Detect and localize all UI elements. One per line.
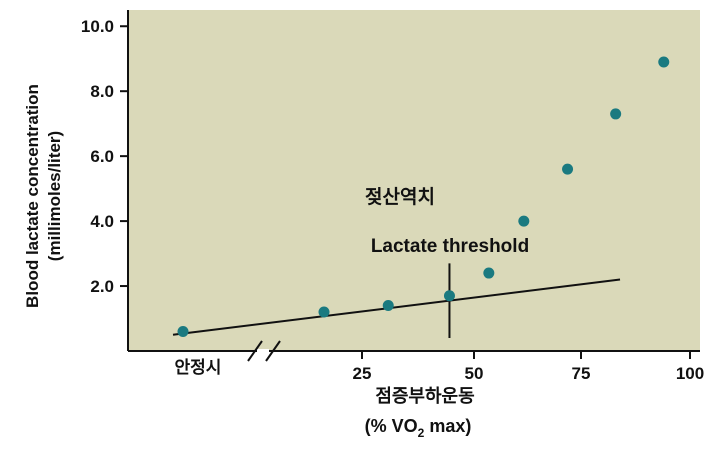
plot-area xyxy=(128,10,700,351)
axis-break-slash xyxy=(247,340,263,362)
x-axis-title-sub: O xyxy=(404,416,418,436)
y-axis-title-line1: Blood lactate concentration xyxy=(23,84,42,308)
x-tick-label: 50 xyxy=(465,364,484,383)
y-tick-label: 4.0 xyxy=(90,212,114,231)
data-point xyxy=(658,56,670,68)
y-tick-label: 6.0 xyxy=(90,147,114,166)
data-point xyxy=(610,108,622,120)
x-tick-label: 75 xyxy=(572,364,591,383)
y-axis-title: Blood lactate concentration (millimoles/… xyxy=(23,84,64,308)
data-point xyxy=(443,290,455,302)
data-points xyxy=(177,56,670,338)
x-axis-title-post: max) xyxy=(424,416,471,436)
x-tick-label-rest: 안정시 xyxy=(175,358,222,377)
x-axis-title-line1: 점증부하운동 xyxy=(375,386,474,406)
axis-break-slash xyxy=(265,340,281,362)
axis-break-gap xyxy=(257,349,269,353)
y-tick-group: 2.0 4.0 6.0 8.0 10.0 xyxy=(81,17,128,296)
y-axis-title-line2: (millimoles/liter) xyxy=(45,131,64,261)
x-tick-label: 25 xyxy=(353,364,372,383)
trend-line xyxy=(172,278,621,336)
x-tick-label: 100 xyxy=(676,364,704,383)
x-axis-title-pre: (% V xyxy=(365,416,404,436)
data-point xyxy=(562,163,574,175)
data-point xyxy=(483,267,495,279)
x-tick-group: 25 50 75 100 안정시 xyxy=(175,351,704,383)
y-tick-label: 10.0 xyxy=(81,17,114,36)
x-axis-title-line2: (% VO2 max) xyxy=(365,416,472,440)
data-point xyxy=(382,300,394,312)
threshold-label-english: Lactate threshold xyxy=(371,236,529,257)
data-point xyxy=(318,306,330,318)
y-tick-label: 2.0 xyxy=(90,277,114,296)
data-point xyxy=(518,215,530,227)
axis-break-marks xyxy=(247,340,281,362)
data-point xyxy=(177,326,189,338)
y-tick-label: 8.0 xyxy=(90,82,114,101)
x-axis-title-sub2: 2 xyxy=(418,426,425,440)
threshold-label-korean: 젖산역치 xyxy=(365,186,435,208)
